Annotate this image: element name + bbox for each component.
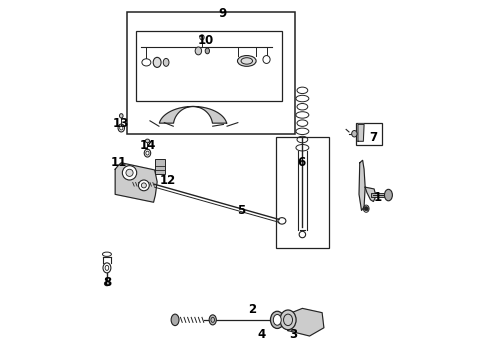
Circle shape: [139, 180, 149, 191]
Text: 6: 6: [297, 156, 306, 169]
Text: 11: 11: [111, 156, 127, 169]
Ellipse shape: [153, 57, 161, 67]
Text: 2: 2: [248, 303, 256, 316]
Circle shape: [141, 183, 147, 188]
Ellipse shape: [120, 114, 123, 118]
Bar: [136, 31, 282, 101]
Ellipse shape: [195, 47, 201, 55]
Text: 3: 3: [290, 328, 297, 341]
Bar: [356, 123, 382, 145]
Ellipse shape: [104, 282, 109, 286]
Ellipse shape: [146, 139, 149, 143]
Ellipse shape: [205, 48, 210, 54]
Ellipse shape: [171, 314, 179, 325]
Circle shape: [122, 166, 137, 180]
Circle shape: [364, 207, 368, 211]
Ellipse shape: [270, 311, 284, 328]
Circle shape: [126, 169, 133, 176]
Bar: [155, 159, 165, 174]
Polygon shape: [359, 160, 365, 211]
Ellipse shape: [280, 310, 296, 330]
Polygon shape: [288, 309, 324, 336]
Ellipse shape: [352, 131, 357, 137]
Ellipse shape: [163, 58, 169, 66]
Text: 14: 14: [139, 139, 156, 152]
Text: 10: 10: [197, 33, 214, 47]
Polygon shape: [115, 163, 157, 202]
Ellipse shape: [209, 315, 216, 325]
Bar: [127, 12, 295, 134]
Bar: [276, 137, 329, 248]
Ellipse shape: [385, 189, 392, 201]
Text: 12: 12: [160, 174, 176, 187]
Ellipse shape: [238, 55, 256, 66]
Text: 7: 7: [369, 131, 377, 144]
Text: 8: 8: [103, 276, 111, 289]
Text: 9: 9: [219, 7, 227, 20]
Ellipse shape: [273, 315, 281, 325]
Polygon shape: [159, 107, 227, 123]
Text: 4: 4: [257, 328, 265, 341]
Polygon shape: [358, 125, 364, 141]
Text: 5: 5: [237, 204, 245, 217]
Text: 1: 1: [373, 192, 382, 204]
Text: 13: 13: [113, 117, 129, 130]
Polygon shape: [365, 187, 376, 202]
